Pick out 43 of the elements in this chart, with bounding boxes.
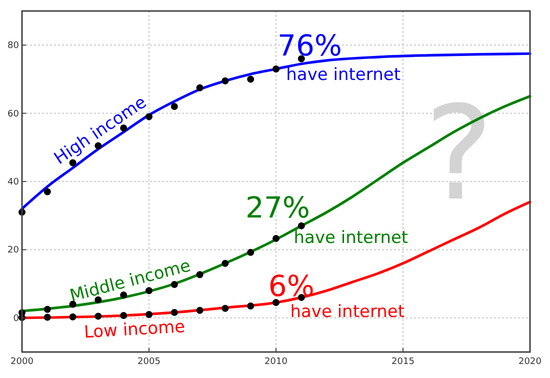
point xyxy=(272,299,280,306)
point xyxy=(44,188,51,196)
y-tick-label: 0 xyxy=(13,314,20,324)
point xyxy=(94,312,102,320)
annotation: have internet xyxy=(294,228,408,248)
y-tick-label: 40 xyxy=(8,178,20,188)
point xyxy=(222,77,229,84)
series-label: Low income xyxy=(84,317,186,343)
point xyxy=(247,76,254,83)
point xyxy=(146,287,152,294)
point xyxy=(247,248,254,256)
point xyxy=(69,300,76,308)
point xyxy=(272,65,280,72)
point xyxy=(196,84,204,92)
point xyxy=(94,142,102,150)
point xyxy=(222,304,229,312)
point xyxy=(298,222,305,230)
point xyxy=(170,102,178,110)
annotation: 76% xyxy=(278,28,342,62)
x-tick-label: 2020 xyxy=(518,357,542,367)
annotation: 6% xyxy=(268,269,314,304)
point xyxy=(170,308,178,316)
point xyxy=(44,306,51,313)
annotation: have internet xyxy=(286,64,401,85)
point xyxy=(196,271,204,278)
y-tick-label: 60 xyxy=(8,109,20,120)
x-tick-label: 2015 xyxy=(392,357,414,367)
point xyxy=(120,312,128,320)
text: Middle income xyxy=(68,256,193,306)
point xyxy=(222,260,229,267)
x-tick-label: 2010 xyxy=(264,357,288,367)
point xyxy=(44,314,51,321)
annotation: 27% xyxy=(246,190,310,224)
annotation: have internet xyxy=(290,302,405,322)
point xyxy=(272,234,280,242)
point xyxy=(196,306,204,314)
x-tick-label: 2005 xyxy=(138,357,160,367)
point xyxy=(69,313,76,320)
point xyxy=(247,302,254,310)
y-tick-label: 80 xyxy=(8,41,20,52)
x-tick-label: 2000 xyxy=(10,357,34,367)
y-tick-label: 20 xyxy=(8,246,20,256)
point xyxy=(146,310,152,318)
